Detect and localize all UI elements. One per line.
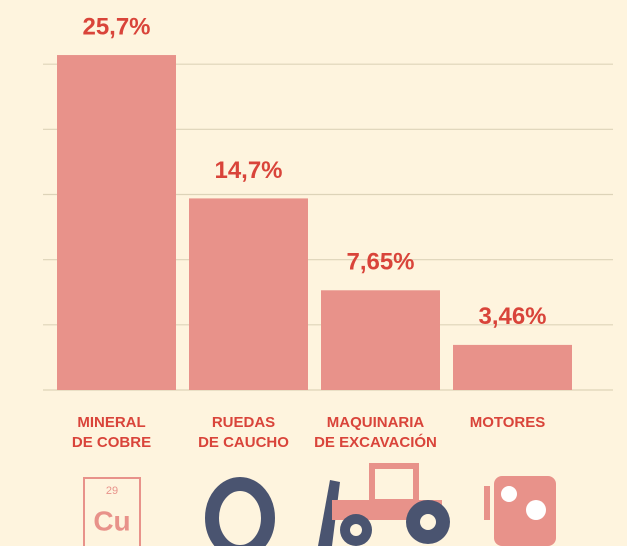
gear [526,500,546,520]
value-label: 14,7% [214,157,282,184]
bar [57,55,176,390]
x-tick-label: RUEDAS [212,414,275,431]
tire-icon [205,477,275,546]
value-label: 3,46% [478,303,546,330]
value-label: 7,65% [346,249,414,276]
bulldozer-cab [369,463,419,505]
element-box [83,477,141,546]
motor-body [494,476,556,546]
x-tick-label: DE COBRE [72,434,151,451]
element-number: 29 [106,485,118,497]
motor-shaft [484,486,490,520]
element-symbol: Cu [93,505,130,536]
wheel-hub [350,524,362,536]
x-tick-label: DE CAUCHO [198,434,289,451]
x-tick-label: MINERAL [77,414,145,431]
icons: 29 Cu [83,463,556,546]
x-tick-label: MOTORES [470,414,546,431]
x-tick-label: MAQUINARIA [327,414,425,431]
x-tick-label: DE EXCAVACIÓN [314,433,437,451]
bulldozer-blade [318,480,340,546]
value-label: 25,7% [82,13,150,40]
bar [453,344,572,390]
wheel-hub [420,514,436,530]
gear [501,486,517,502]
bar [189,198,308,390]
bar [321,290,440,390]
